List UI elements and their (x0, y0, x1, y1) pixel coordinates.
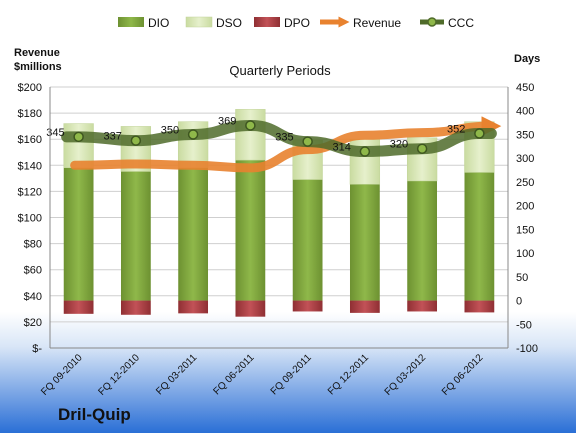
legend-label-dpo: DPO (284, 16, 310, 30)
left-tick-label: $180 (18, 108, 42, 120)
left-tick-label: $160 (18, 134, 42, 146)
legend-swatch-dpo (254, 17, 280, 27)
dio-bar (464, 172, 495, 301)
left-tick-label: $20 (24, 317, 42, 329)
left-tick-label: $80 (24, 239, 42, 251)
dso-bar (235, 109, 266, 161)
right-tick-label: 300 (516, 153, 534, 165)
left-tick-label: $- (32, 343, 42, 355)
right-tick-label: -50 (516, 319, 532, 331)
left-tick-label: $100 (18, 213, 42, 225)
right-tick-label: 100 (516, 248, 534, 260)
dpo-bar (464, 300, 495, 313)
ccc-data-label: 345 (46, 127, 64, 139)
dio-bar (63, 167, 94, 301)
chart-title: Quarterly Periods (229, 63, 331, 78)
dpo-bar (178, 300, 209, 314)
revenue-line (70, 116, 502, 173)
right-tick-label: 50 (516, 272, 528, 284)
left-axis-title-line2: $millions (14, 61, 62, 73)
right-tick-label: 250 (516, 177, 534, 189)
legend-label-revenue: Revenue (353, 16, 401, 30)
lines: 345 337 350 369 335 314 320 352 (46, 115, 502, 173)
right-tick-label: -100 (516, 343, 538, 355)
right-tick-label: 200 (516, 201, 534, 213)
legend-swatch-ccc-marker (427, 17, 437, 27)
right-tick-label: 350 (516, 129, 534, 141)
ccc-data-label: 314 (333, 142, 351, 154)
left-tick-label: $200 (18, 82, 42, 94)
right-axis-title: Days (514, 53, 540, 65)
ccc-point (302, 136, 313, 147)
ccc-data-label: 320 (390, 139, 408, 151)
dso-bar (63, 123, 94, 168)
dio-bar (178, 167, 209, 301)
left-tick-label: $60 (24, 265, 42, 277)
legend-swatch-dio (118, 17, 144, 27)
dpo-bar (120, 300, 151, 315)
legend-swatch-dso (185, 16, 213, 28)
dpo-bar (235, 300, 266, 317)
dio-bar (349, 184, 380, 301)
dio-bar (120, 171, 151, 301)
right-tick-label: 150 (516, 224, 534, 236)
dpo-bar (349, 300, 380, 313)
ccc-point (130, 135, 142, 146)
left-tick-label: $40 (24, 291, 42, 303)
legend: DIO DSO DPO Revenue CCC (118, 16, 474, 30)
ccc-point (73, 131, 84, 143)
dio-bar (235, 160, 266, 301)
dpo-bar (407, 300, 438, 312)
ccc-data-label: 350 (161, 124, 179, 136)
ccc-data-label: 369 (218, 115, 236, 127)
ccc-data-label: 335 (275, 132, 293, 144)
ccc-point (416, 143, 428, 154)
right-tick-label: 0 (516, 296, 522, 308)
legend-label-dso: DSO (216, 16, 242, 30)
ccc-data-label: 337 (104, 131, 122, 143)
dio-bar (292, 179, 323, 301)
ccc-point (359, 146, 371, 157)
right-tick-label: 450 (516, 82, 534, 94)
ccc-point (474, 128, 485, 139)
dpo-bar (63, 300, 94, 314)
dio-bar (407, 180, 438, 301)
ccc-point (187, 129, 199, 140)
dpo-bar (292, 300, 323, 312)
bars (63, 109, 495, 317)
company-name: Dril-Quip (58, 405, 131, 424)
ccc-data-label: 352 (447, 124, 465, 136)
legend-label-dio: DIO (148, 16, 169, 30)
left-tick-label: $140 (18, 160, 42, 172)
left-tick-label: $120 (18, 186, 42, 198)
left-axis-title-line1: Revenue (14, 47, 60, 59)
legend-label-ccc: CCC (448, 16, 474, 30)
ccc-point (245, 120, 256, 131)
right-tick-label: 400 (516, 106, 534, 118)
